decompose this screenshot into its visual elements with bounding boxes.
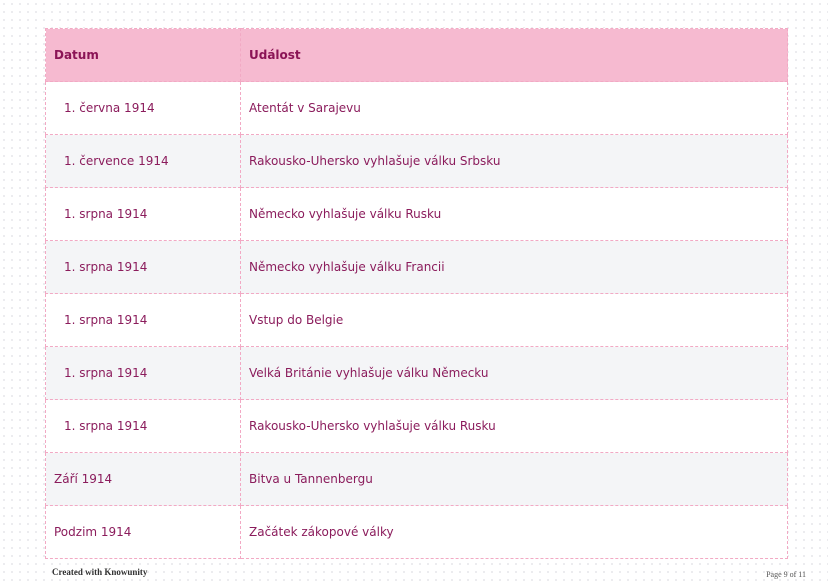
header-event: Událost xyxy=(240,28,788,82)
footer-credit: Created with Knowunity xyxy=(52,567,148,577)
date-cell: 1. července 1914 xyxy=(45,134,241,188)
event-cell: Rakousko-Uhersko vyhlašuje válku Rusku xyxy=(240,399,788,453)
table-row: 1. srpna 1914 Německo vyhlašuje válku Fra… xyxy=(45,240,788,294)
date-cell: 1. srpna 1914 xyxy=(45,187,241,241)
date-cell: 1. srpna 1914 xyxy=(45,346,241,400)
event-cell: Začátek zákopové války xyxy=(240,505,788,559)
table-row: Září 1914 Bitva u Tannenbergu xyxy=(45,452,788,506)
table-row: 1. června 1914 Atentát v Sarajevu xyxy=(45,81,788,135)
date-cell: 1. června 1914 xyxy=(45,81,241,135)
date-cell: 1. srpna 1914 xyxy=(45,293,241,347)
table-row: 1. srpna 1914 Velká Británie vyhlašuje vá… xyxy=(45,346,788,400)
header-date: Datum xyxy=(45,28,241,82)
table-row: 1. července 1914 Rakousko-Uhersko vyhlašu… xyxy=(45,134,788,188)
date-cell: Podzim 1914 xyxy=(45,505,241,559)
event-cell: Vstup do Belgie xyxy=(240,293,788,347)
event-cell: Atentát v Sarajevu xyxy=(240,81,788,135)
timeline-table-container: Datum Událost 1. června 1914 Atentát v Sa… xyxy=(45,28,788,559)
event-cell: Německo vyhlašuje válku Rusku xyxy=(240,187,788,241)
timeline-table: Datum Událost 1. června 1914 Atentát v Sa… xyxy=(45,28,788,559)
page-number: Page 9 of 11 xyxy=(766,570,806,579)
table-header-row: Datum Událost xyxy=(45,28,788,82)
event-cell: Rakousko-Uhersko vyhlašuje válku Srbsku xyxy=(240,134,788,188)
date-cell: 1. srpna 1914 xyxy=(45,240,241,294)
table-row: 1. srpna 1914 Německo vyhlašuje válku Rus… xyxy=(45,187,788,241)
event-cell: Německo vyhlašuje válku Francii xyxy=(240,240,788,294)
table-row: 1. srpna 1914 Vstup do Belgie xyxy=(45,293,788,347)
date-cell: 1. srpna 1914 xyxy=(45,399,241,453)
table-row: 1. srpna 1914 Rakousko-Uhersko vyhlašuje … xyxy=(45,399,788,453)
date-cell: Září 1914 xyxy=(45,452,241,506)
event-cell: Velká Británie vyhlašuje válku Německu xyxy=(240,346,788,400)
table-row: Podzim 1914 Začátek zákopové války xyxy=(45,505,788,559)
event-cell: Bitva u Tannenbergu xyxy=(240,452,788,506)
